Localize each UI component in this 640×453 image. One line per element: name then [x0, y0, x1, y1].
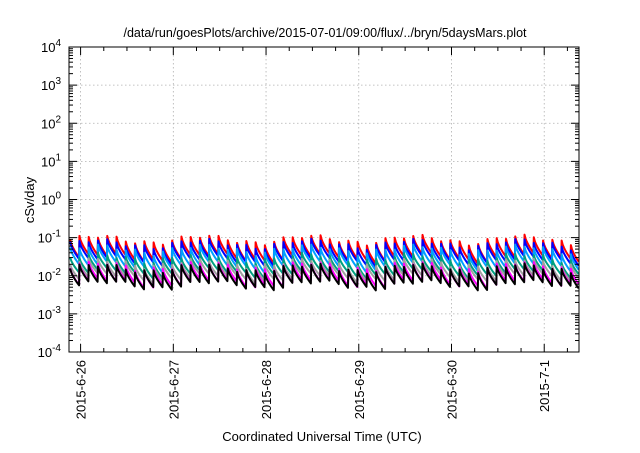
x-axis-label: Coordinated Universal Time (UTC) — [222, 429, 421, 444]
series-line — [69, 233, 580, 265]
grid — [69, 47, 579, 352]
series-line — [69, 243, 580, 274]
y-tick-label: 101 — [41, 152, 61, 169]
series-line — [69, 237, 580, 269]
x-tick-label: 2015-6-28 — [259, 360, 274, 419]
y-tick-label: 10-1 — [38, 229, 62, 246]
y-tick-label: 10-3 — [38, 305, 62, 322]
x-tick-label: 2015-7-1 — [537, 360, 552, 412]
ticks: 10-4 10-3 10-2 10-1 100 101 102 103 104 2015-6-26… — [38, 38, 579, 419]
series-group — [69, 233, 580, 292]
y-tick-label: 100 — [41, 191, 61, 208]
y-tick-label: 103 — [41, 76, 61, 93]
x-tick-label: 2015-6-29 — [352, 360, 367, 419]
series-line — [69, 262, 580, 292]
y-axis-label: cSv/day — [22, 176, 37, 223]
y-tick-label: 10-4 — [38, 343, 62, 360]
x-tick-label: 2015-6-30 — [445, 360, 460, 419]
x-tick-label: 2015-6-27 — [166, 360, 181, 419]
y-tick-label: 10-2 — [38, 267, 62, 284]
y-tick-label: 102 — [41, 114, 61, 131]
chart-title: /data/run/goesPlots/archive/2015-07-01/0… — [123, 26, 527, 40]
x-tick-label: 2015-6-26 — [74, 360, 89, 419]
y-tick-label: 104 — [41, 38, 61, 55]
